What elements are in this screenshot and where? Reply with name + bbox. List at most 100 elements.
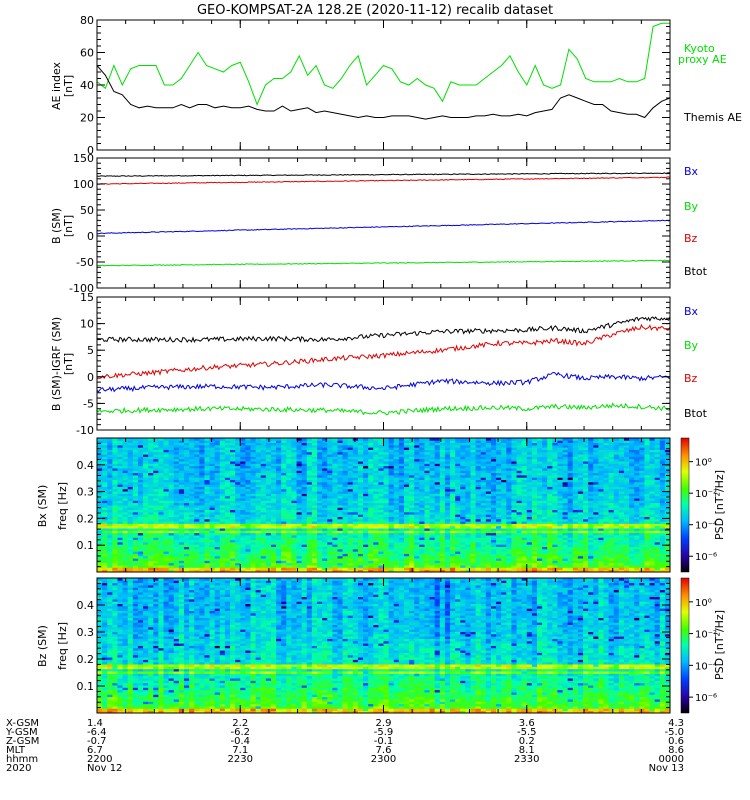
spectrogram-cell — [183, 477, 190, 480]
spectrogram-cell — [224, 537, 231, 541]
spectrogram-cell — [311, 481, 318, 485]
spectrogram-cell — [572, 548, 579, 552]
spectrogram-cell — [634, 565, 640, 568]
spectrogram-cell — [153, 535, 159, 538]
spectrogram-cell — [168, 502, 175, 506]
spectrogram-cell — [245, 511, 252, 515]
spectrogram-cell — [501, 516, 507, 520]
spectrogram-cell — [526, 479, 533, 483]
spectrogram-cell — [583, 477, 589, 480]
spectrogram-cell — [542, 541, 548, 545]
spectrogram-cell — [613, 558, 620, 561]
spectrogram-cell — [97, 546, 103, 550]
spectrogram-cell — [501, 528, 507, 531]
spectrogram-cell — [153, 495, 159, 499]
spectrogram-cell — [506, 516, 513, 520]
spectrogram-cell — [542, 539, 548, 543]
spectrogram-cell — [598, 528, 605, 531]
spectrogram-cell — [373, 548, 379, 552]
spectrogram-cell — [501, 509, 507, 513]
spectrogram-cell — [644, 516, 651, 520]
spectrogram-cell — [250, 523, 257, 527]
spectrogram-cell — [567, 514, 574, 517]
spectrogram-cell — [363, 523, 369, 527]
spectrogram-cell — [250, 537, 257, 541]
spectrogram-cell — [475, 516, 482, 520]
spectrogram-cell — [281, 544, 287, 547]
spectrogram-cell — [368, 560, 374, 564]
spectrogram-cell — [347, 541, 354, 545]
spectrogram-cell — [593, 528, 599, 531]
spectrogram-cell — [204, 500, 211, 504]
spectrogram-cell — [132, 537, 139, 541]
spectrogram-cell — [163, 541, 170, 545]
spectrogram-cell — [260, 498, 267, 501]
spectrogram-cell — [311, 493, 318, 497]
spectrogram-cell — [475, 546, 482, 550]
spectrogram-cell — [291, 498, 298, 501]
spectrogram-cell — [516, 544, 523, 547]
spectrogram-cell — [178, 498, 185, 501]
spectrogram-cell — [132, 553, 139, 557]
spectrogram-cell — [301, 569, 308, 572]
spectrogram-cell — [178, 523, 185, 527]
spectrogram-cell — [368, 541, 374, 545]
spectrogram-cell — [475, 477, 482, 480]
spectrogram-cell — [363, 546, 369, 550]
spectrogram-cell — [235, 495, 241, 499]
spectrogram-cell — [245, 509, 252, 513]
spectrogram-cell — [455, 525, 461, 529]
spectrogram-cell — [230, 514, 236, 517]
spectrogram-cell — [250, 484, 257, 487]
spectrogram-cell — [250, 477, 257, 480]
spectrogram-cell — [639, 544, 646, 547]
spectrogram-cell — [148, 502, 154, 506]
spectrogram-cell — [337, 481, 344, 485]
spectrogram-cell — [567, 532, 574, 536]
spectrogram-cell — [429, 486, 436, 490]
spectrogram-cell — [613, 551, 620, 554]
spectrogram-cell — [143, 544, 149, 547]
spectrogram-cell — [439, 477, 446, 480]
spectrogram-cell — [450, 560, 456, 564]
spectrogram-cell — [398, 477, 405, 480]
spectrogram-cell — [117, 488, 124, 492]
spectrogram-cell — [230, 525, 236, 529]
spectrogram-cell — [327, 481, 333, 485]
spectrogram-cell — [460, 525, 466, 529]
spectrogram-cell — [521, 511, 528, 515]
spectrogram-cell — [342, 546, 349, 550]
spectrogram-cell — [664, 493, 670, 497]
spectrogram-cell — [490, 479, 497, 483]
spectrogram-cell — [158, 521, 165, 524]
spectrogram-cell — [450, 516, 456, 520]
spectrogram-cell — [342, 525, 349, 529]
spectrogram-cell — [245, 516, 252, 520]
spectrogram-cell — [214, 523, 221, 527]
spectrogram-cell — [664, 500, 670, 504]
spectrogram-cell — [403, 525, 410, 529]
spectrogram-cell — [496, 546, 502, 550]
spectrogram-cell — [347, 511, 354, 515]
spectrogram-cell — [475, 514, 482, 517]
spectrogram-cell — [639, 493, 646, 497]
spectrogram-cell — [639, 511, 646, 515]
spectrogram-cell — [230, 546, 236, 550]
spectrogram-cell — [260, 521, 267, 524]
spectrogram-cell — [158, 502, 165, 506]
spectrogram-cell — [649, 546, 656, 550]
spectrogram-cell — [393, 544, 400, 547]
spectrogram-cell — [189, 518, 195, 522]
spectrogram-cell — [194, 484, 200, 487]
spectrogram-cell — [332, 548, 339, 552]
spectrogram-cell — [388, 509, 395, 513]
spectrogram-cell — [485, 530, 492, 534]
spectrogram-cell — [542, 505, 548, 508]
spectrogram-cell — [311, 546, 318, 550]
spectrogram-cell — [148, 553, 154, 557]
spectrogram-cell — [460, 562, 466, 566]
spectrogram-cell — [618, 560, 625, 564]
spectrogram-cell — [281, 509, 287, 513]
spectrogram-cell — [603, 491, 610, 494]
spectrogram-cell — [444, 560, 451, 564]
